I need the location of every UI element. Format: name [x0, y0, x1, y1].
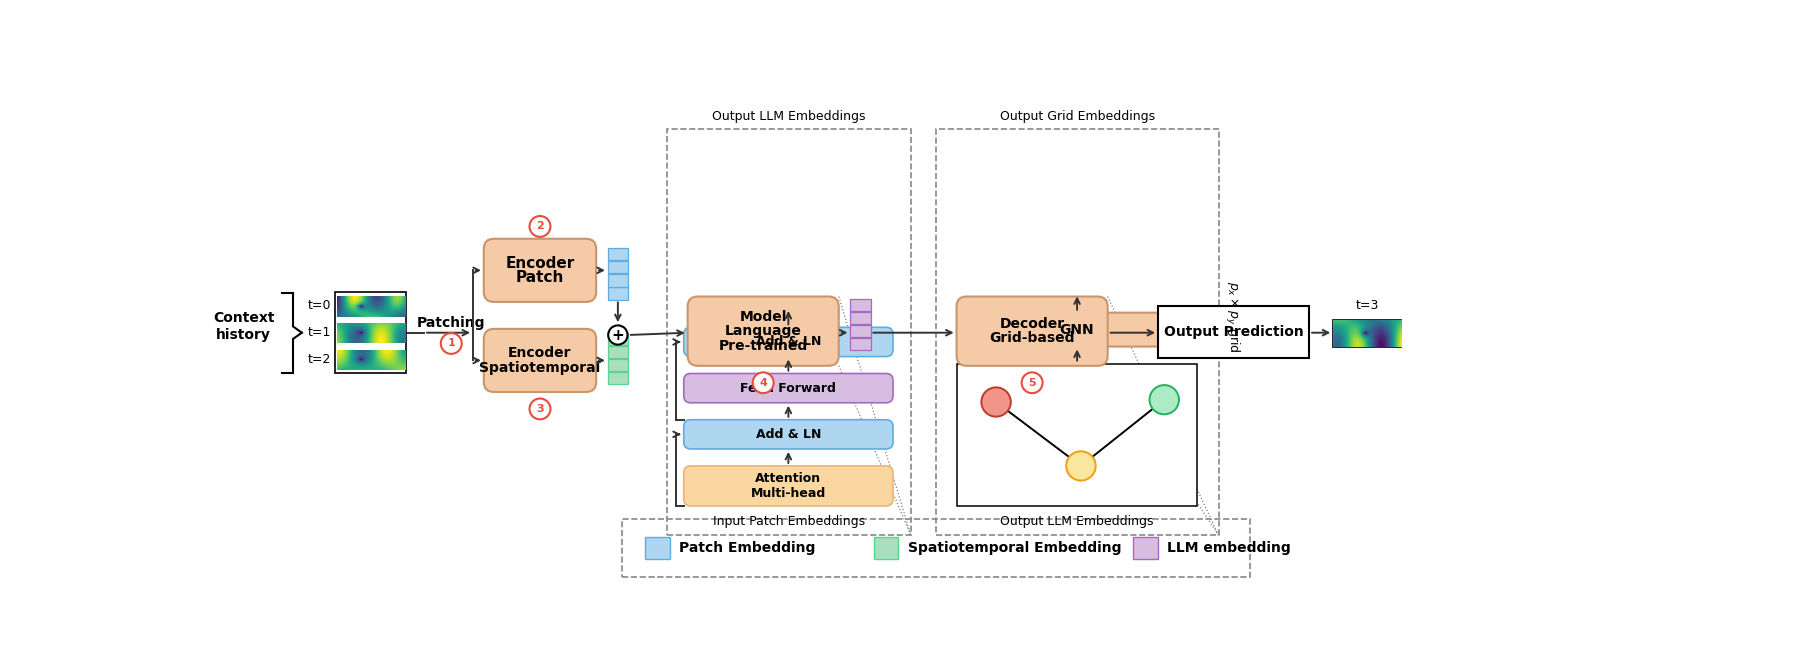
Circle shape [529, 216, 551, 237]
Bar [607, 346, 629, 358]
Circle shape [440, 333, 462, 354]
Bar [667, 128, 911, 535]
FancyBboxPatch shape [957, 297, 1107, 365]
Text: Add & LN: Add & LN [756, 428, 821, 441]
Text: +: + [611, 328, 625, 343]
Circle shape [609, 326, 627, 345]
Text: Grid-based: Grid-based [989, 331, 1075, 345]
Text: Decoder: Decoder [1000, 317, 1065, 331]
Text: Context
history: Context history [212, 311, 274, 342]
Text: t=2: t=2 [308, 353, 332, 366]
Text: 3: 3 [536, 404, 544, 414]
Bar [607, 274, 629, 286]
Text: t=3: t=3 [1355, 299, 1379, 312]
Text: 5: 5 [1027, 378, 1036, 388]
Bar [607, 248, 629, 260]
Text: Output Prediction: Output Prediction [1163, 325, 1303, 339]
Text: t=0: t=0 [308, 299, 332, 312]
Text: Encoder: Encoder [507, 346, 573, 360]
Bar [850, 325, 870, 337]
Text: Language: Language [725, 324, 801, 338]
Bar [935, 128, 1218, 535]
FancyBboxPatch shape [683, 328, 893, 356]
Text: LLM embedding: LLM embedding [1167, 541, 1292, 555]
Text: t=1: t=1 [308, 326, 332, 339]
Bar [607, 333, 629, 345]
Text: Pre-trained: Pre-trained [719, 339, 808, 353]
Bar [607, 372, 629, 384]
Circle shape [752, 372, 774, 393]
Text: Patching: Patching [417, 316, 486, 329]
Text: Feed Forward: Feed Forward [741, 382, 837, 395]
Text: Spatiotemporal Embedding: Spatiotemporal Embedding [908, 541, 1122, 555]
Text: Output Grid Embeddings: Output Grid Embeddings [1000, 110, 1154, 123]
Bar [957, 364, 1196, 506]
Text: Input Patch Embeddings: Input Patch Embeddings [712, 515, 864, 527]
FancyBboxPatch shape [683, 373, 893, 403]
FancyBboxPatch shape [484, 239, 596, 302]
Text: Model: Model [739, 310, 786, 324]
Text: 4: 4 [759, 378, 766, 388]
Text: $p_x \times p_y$ grid: $p_x \times p_y$ grid [1223, 281, 1241, 352]
Text: 2: 2 [536, 221, 544, 231]
Text: Multi-head: Multi-head [750, 487, 826, 500]
Bar [850, 338, 870, 350]
Text: Attention: Attention [756, 472, 821, 485]
Bar [850, 299, 870, 311]
Bar [1132, 537, 1158, 559]
Text: Spatiotemporal: Spatiotemporal [480, 361, 600, 375]
Bar [607, 288, 629, 299]
Circle shape [1149, 385, 1180, 415]
Text: Encoder: Encoder [506, 255, 574, 271]
Bar [850, 312, 870, 324]
Text: Output LLM Embeddings: Output LLM Embeddings [1000, 515, 1154, 527]
Bar [873, 537, 899, 559]
Circle shape [1065, 451, 1096, 481]
FancyBboxPatch shape [683, 466, 893, 506]
Bar [1334, 320, 1401, 347]
Text: Patch: Patch [516, 270, 564, 285]
Bar [645, 537, 670, 559]
Bar [607, 359, 629, 371]
FancyBboxPatch shape [484, 329, 596, 392]
Circle shape [982, 387, 1011, 417]
Text: Patch Embedding: Patch Embedding [680, 541, 815, 555]
Circle shape [529, 398, 551, 419]
Text: Add & LN: Add & LN [756, 335, 821, 348]
Text: GNN: GNN [1060, 323, 1094, 337]
Text: 1: 1 [448, 339, 455, 348]
FancyBboxPatch shape [687, 297, 839, 365]
Circle shape [1022, 372, 1042, 393]
Text: Output LLM Embeddings: Output LLM Embeddings [712, 110, 866, 123]
Bar [1158, 306, 1310, 358]
Bar [607, 261, 629, 273]
FancyBboxPatch shape [683, 420, 893, 449]
Bar [335, 292, 406, 373]
Bar [622, 519, 1250, 577]
FancyBboxPatch shape [957, 312, 1196, 346]
